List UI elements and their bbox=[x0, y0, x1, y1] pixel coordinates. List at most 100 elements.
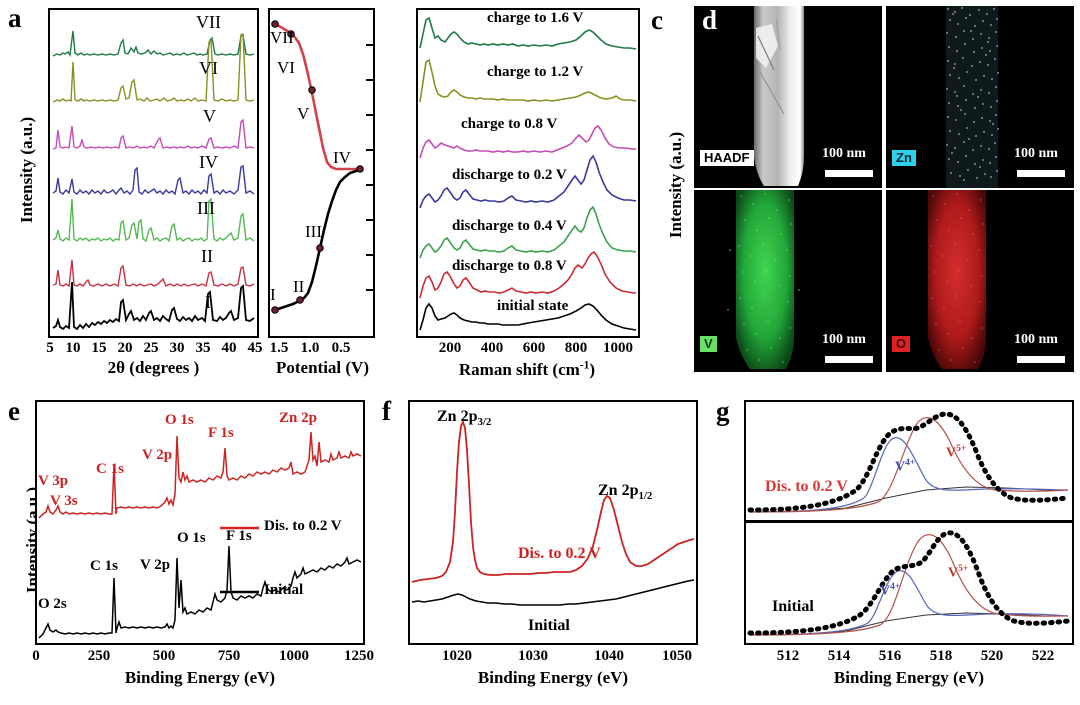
panel-e-plot bbox=[35, 400, 365, 645]
panel-e-peak-v3s: V 3s bbox=[50, 493, 78, 509]
panel-f-xtick-1030: 1030 bbox=[518, 648, 548, 664]
panel-d-tile-o bbox=[886, 190, 1074, 372]
v-map-image bbox=[694, 190, 882, 372]
xrd-curve-iii bbox=[52, 197, 255, 243]
panel-c-xlabel: Raman shift (cm-1) bbox=[412, 358, 642, 380]
panel-c-xtick-600: 600 bbox=[522, 340, 546, 356]
xps-survey-initial bbox=[38, 545, 362, 639]
panel-b-xtick-10: 1.0 bbox=[300, 340, 320, 356]
panel-a-xtick-25: 25 bbox=[143, 340, 159, 356]
panel-a-xlabel: 2θ (degrees ) bbox=[107, 358, 200, 377]
xrd-curve-v bbox=[52, 118, 255, 150]
panel-e-peak-v2p-red: V 2p bbox=[142, 447, 173, 463]
raman-curve-charge-16 bbox=[419, 16, 637, 50]
panel-a-curve-label-vii: VII bbox=[196, 12, 221, 32]
panel-c-xlabel-text: Raman shift (cm-1) bbox=[458, 358, 596, 379]
panel-f-plot bbox=[408, 400, 698, 645]
zn-scale-text: 100 nm bbox=[1014, 146, 1058, 161]
haadf-scale-bar bbox=[825, 170, 873, 177]
panel-e-peak-o1s-black: O 1s bbox=[177, 530, 206, 546]
panel-g-bot-v4-symbol: V bbox=[880, 583, 891, 599]
v-tag: V bbox=[700, 336, 717, 353]
panel-g-bot-v5-label: V5+ bbox=[948, 564, 968, 582]
panel-e-peak-c1s-black: C 1s bbox=[90, 558, 118, 574]
panel-b-svg bbox=[271, 20, 373, 314]
xrd-curve-vi bbox=[52, 32, 255, 103]
panel-e-peak-f1s-red: F 1s bbox=[208, 425, 234, 441]
panel-g-xtick-522: 522 bbox=[1031, 648, 1055, 664]
panel-g-xlabel: Binding Energy (eV) bbox=[833, 668, 985, 687]
v-scale-text: 100 nm bbox=[822, 332, 866, 347]
panel-g-bot-v5-charge: 5+ bbox=[958, 564, 969, 574]
zn-tag: Zn bbox=[892, 150, 916, 167]
gcd-marker-ii bbox=[296, 296, 304, 304]
panel-g-xtick-512: 512 bbox=[776, 648, 800, 664]
panel-f-svg bbox=[411, 419, 695, 606]
panel-a-curve-label-ii: II bbox=[201, 246, 213, 266]
panel-a-xtick-5: 5 bbox=[46, 340, 54, 356]
g-top-envelope bbox=[747, 411, 1071, 513]
panel-a-curve-label-v: V bbox=[203, 106, 216, 126]
xrd-curve-vii bbox=[52, 30, 255, 57]
panel-f-peak-sub-32: 3/2 bbox=[477, 416, 492, 429]
panel-g-top-v5-symbol: V bbox=[946, 445, 957, 461]
panel-e-peak-c1s-red: C 1s bbox=[96, 461, 124, 477]
xrd-curve-ii bbox=[52, 259, 255, 288]
panel-f-peak-main-32: Zn 2p bbox=[437, 408, 478, 425]
panel-e-xlabel: Binding Energy (eV) bbox=[124, 668, 276, 687]
panel-g-top-v5-charge: 5+ bbox=[956, 444, 967, 454]
panel-g-top-v4-label: V4+ bbox=[895, 458, 915, 476]
panel-c-letter: c bbox=[651, 5, 663, 35]
panel-a-letter: a bbox=[8, 3, 22, 33]
panel-c-xtick-800: 800 bbox=[564, 340, 588, 356]
panel-g-bot-v5-symbol: V bbox=[948, 565, 959, 581]
panel-f-legend-dis: Dis. to 0.2 V bbox=[518, 545, 601, 562]
panel-f-xtick-1040: 1040 bbox=[594, 648, 624, 664]
panel-e-peak-zn2p: Zn 2p bbox=[279, 410, 317, 426]
panel-g-letter: g bbox=[716, 396, 730, 426]
panel-a-curve-label-iii: III bbox=[197, 198, 215, 218]
zn2p-curve-dis02 bbox=[411, 419, 695, 583]
panel-g-xtick-514: 514 bbox=[827, 648, 851, 664]
panel-g-xtick-518: 518 bbox=[929, 648, 953, 664]
panel-e-legend-dis: Dis. to 0.2 V bbox=[264, 518, 342, 534]
panel-c-label-discharge-02: discharge to 0.2 V bbox=[452, 167, 567, 183]
panel-e-xtick-1250: 1250 bbox=[344, 648, 374, 664]
panel-g-legend-initial: Initial bbox=[772, 598, 814, 615]
panel-e-xtick-250: 250 bbox=[87, 648, 111, 664]
zn-map-image bbox=[886, 6, 1074, 188]
panel-g-top-v4-charge: 4+ bbox=[905, 458, 916, 468]
panel-f-xlabel: Binding Energy (eV) bbox=[477, 668, 629, 687]
panel-c-label-charge-08: charge to 0.8 V bbox=[461, 116, 558, 132]
panel-a-xtick-10: 10 bbox=[65, 340, 81, 356]
panel-b-point-label-iv: IV bbox=[333, 148, 351, 167]
panel-c-svg bbox=[419, 16, 637, 331]
panel-c-ylabel: Intensity (a.u.) bbox=[666, 131, 685, 239]
gcd-marker-iv bbox=[356, 165, 364, 173]
o-tag: O bbox=[892, 336, 911, 353]
panel-f-peak-label-32: Zn 2p3/2 bbox=[437, 408, 491, 428]
gcd-marker-vi bbox=[287, 30, 295, 38]
panel-b-point-label-v: V bbox=[297, 104, 310, 123]
panel-e-svg bbox=[38, 431, 362, 639]
panel-e-peak-o2s: O 2s bbox=[38, 596, 67, 612]
panel-b-point-label-vii: VII bbox=[270, 28, 294, 47]
panel-e-xtick-1000: 1000 bbox=[279, 648, 309, 664]
o-map-image bbox=[886, 190, 1074, 372]
panel-e-letter: e bbox=[8, 396, 20, 426]
panel-a-curve-label-vi: VI bbox=[199, 58, 218, 78]
panel-b-plot bbox=[268, 8, 375, 338]
panel-b-xtick-05: 0.5 bbox=[331, 340, 351, 356]
panel-c-label-charge-16: charge to 1.6 V bbox=[487, 10, 584, 26]
raman-curve-initial bbox=[419, 302, 637, 331]
panel-g-svg-bottom bbox=[747, 530, 1071, 636]
panel-c-plot bbox=[416, 8, 640, 338]
panel-e-peak-v2p-black: V 2p bbox=[140, 557, 171, 573]
panel-c-label-discharge-08: discharge to 0.8 V bbox=[452, 258, 567, 274]
panel-a-ylabel: Intensity (a.u.) bbox=[17, 116, 36, 224]
panel-c-xtick-400: 400 bbox=[480, 340, 504, 356]
v-scale-bar bbox=[825, 356, 873, 363]
panel-c-label-initial: initial state bbox=[497, 298, 569, 314]
g-top-v4-component bbox=[749, 437, 1069, 513]
